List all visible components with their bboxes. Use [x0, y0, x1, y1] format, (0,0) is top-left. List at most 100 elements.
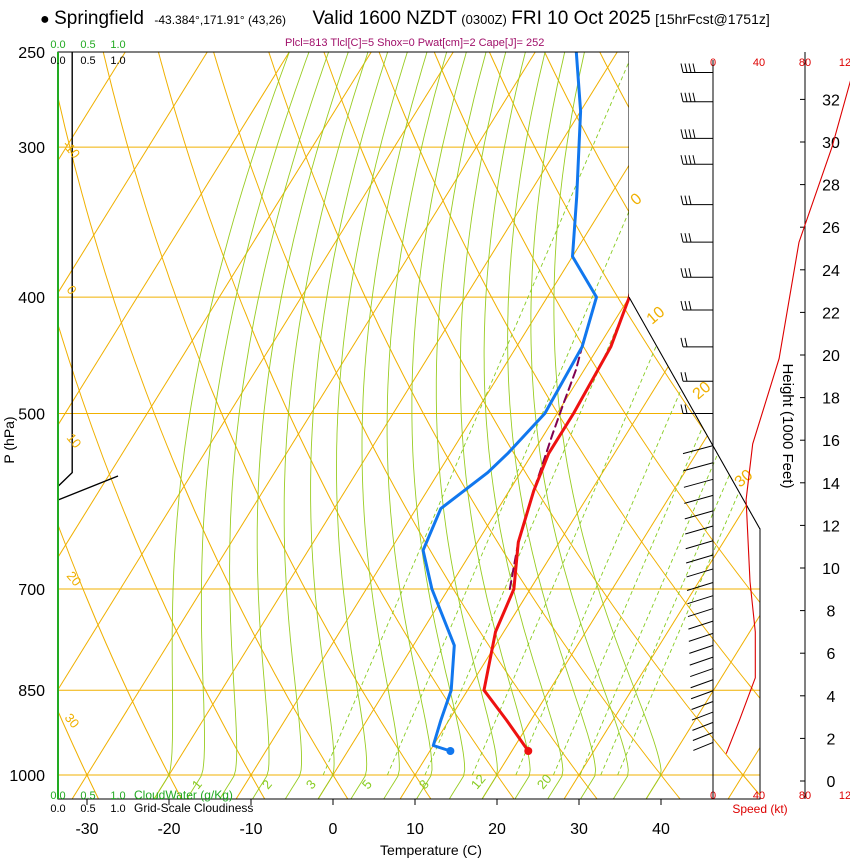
wind-barb: [686, 568, 714, 578]
height-tick-label: 8: [827, 604, 836, 621]
temperature-tick-label: -10: [239, 821, 262, 838]
wind-barb-flag: [684, 92, 688, 102]
dry-adiabat-line: [433, 52, 760, 604]
valid-date: FRI 10 Oct 2025: [511, 8, 651, 29]
wind-barb: [684, 494, 714, 504]
wind-barb: [682, 445, 714, 455]
temperature-tick-label: 40: [652, 821, 670, 838]
dry-adiabat-line: [58, 95, 349, 799]
moist-adiabat-line: [483, 52, 564, 799]
sounding-parameters: Plcl=813 Tlcl[C]=5 Shox=0 Pwat[cm]=2 Cap…: [285, 37, 545, 49]
cloudiness-axis-title: Grid-Scale Cloudiness: [134, 801, 253, 815]
wind-barb-flag: [680, 129, 684, 139]
mixing-ratio-line: [386, 52, 698, 776]
forecast-info: [15hrFcst@1751z]: [655, 11, 770, 27]
temperature-tick-label: 0: [329, 821, 338, 838]
pressure-tick-label: 700: [18, 582, 45, 599]
dry-adiabat-label: -10: [60, 137, 84, 161]
wind-barb: [690, 668, 714, 678]
wind-barb: [692, 732, 714, 741]
wind-barb: [691, 701, 714, 710]
wind-barb: [691, 711, 714, 721]
dry-adiabat-label: 10: [64, 430, 85, 451]
height-tick-label: 10: [822, 561, 840, 578]
mixing-ratio-line: [322, 52, 634, 776]
wind-barb-flag: [692, 63, 696, 73]
wind-barb-flag: [680, 195, 684, 205]
wind-barb-flag: [692, 92, 696, 102]
pressure-tick-label: 1000: [9, 768, 45, 785]
wind-barb-flag: [692, 155, 696, 165]
isotherm-line: [563, 482, 760, 799]
wind-barb-flag: [684, 63, 688, 73]
wind-barb-flag: [688, 233, 692, 243]
wind-barb: [685, 525, 714, 535]
wind-barb-flag: [684, 404, 688, 414]
cloudiness-bottom-tick: 1.0: [110, 803, 125, 815]
moist-adiabat-line: [459, 52, 531, 799]
cloudwater-bottom-tick: 0.0: [50, 790, 65, 802]
height-tick-label: 18: [822, 391, 840, 408]
pressure-axis-title: P (hPa): [1, 416, 17, 463]
speed-axis-title: Speed (kt): [732, 802, 787, 816]
wind-barb-flag: [680, 372, 684, 382]
moist-adiabat-line: [310, 52, 389, 799]
cloudwater-bottom-tick: 0.5: [80, 790, 95, 802]
wind-barb-flag: [688, 300, 692, 311]
wind-barb-flag: [680, 337, 684, 347]
wind-barb: [685, 540, 714, 550]
temperature-tick-label: -30: [75, 821, 98, 838]
cloudiness-bottom-tick: 0.0: [50, 803, 65, 815]
moist-adiabat-line: [386, 52, 448, 799]
wind-barb-flag: [684, 372, 688, 382]
moist-adiabat-line: [553, 52, 662, 799]
height-tick-label: 30: [822, 135, 840, 152]
wind-barb: [692, 721, 714, 731]
cloudwater-top-tick: 0.0: [50, 39, 65, 51]
wind-barb: [686, 581, 714, 591]
moist-adiabat-line: [435, 52, 498, 799]
pressure-tick-label: 850: [18, 683, 45, 700]
wind-barb-flag: [684, 337, 688, 347]
pressure-tick-label: 250: [18, 45, 45, 62]
surface-dewpoint-dot: [446, 746, 455, 755]
dry-adiabat-line: [544, 52, 760, 415]
wind-barb-flag: [680, 155, 684, 165]
dry-adiabat-line: [102, 52, 432, 799]
wind-barb-flag: [688, 63, 692, 73]
moist-adiabat-line: [186, 52, 310, 799]
moist-adiabat-line: [530, 52, 629, 799]
moist-adiabat-line: [411, 52, 467, 799]
moist-adiabat-line: [251, 52, 349, 799]
surface-temperature-dot: [524, 746, 533, 755]
height-tick-label: 24: [822, 263, 840, 280]
temperature-tick-label: 10: [406, 821, 424, 838]
wind-barb-flag: [688, 268, 692, 278]
wind-barb-flag: [680, 63, 684, 73]
speed-bottom-tick: 12: [839, 790, 850, 802]
mixing-ratio-label: 8: [416, 777, 432, 792]
mixing-ratio-line: [471, 102, 760, 776]
mixing-ratio-label: 20: [534, 771, 555, 792]
height-axis-title: Height (1000 Feet): [779, 363, 796, 488]
wind-barb: [688, 632, 714, 642]
dry-adiabat-line: [819, 50, 850, 800]
isotherm-line: [645, 614, 760, 799]
dry-adiabat-line: [764, 50, 850, 800]
height-tick-label: 26: [822, 220, 840, 237]
temperature-tick-label: 30: [570, 821, 588, 838]
wind-barb-flag: [680, 404, 684, 414]
wind-barb: [690, 690, 714, 700]
dry-adiabat-line: [268, 52, 681, 799]
dry-adiabat-line: [157, 52, 515, 799]
pressure-tick-label: 300: [18, 140, 45, 157]
height-tick-label: 28: [822, 178, 840, 195]
station-coords: -43.384°,171.91° (43,26): [154, 13, 287, 27]
moist-adiabat-line: [361, 52, 428, 799]
mixing-ratio-label: 2: [259, 777, 275, 792]
cloudwater-axis-title: CloudWater (g/Kg): [134, 788, 233, 802]
cloudiness-top-tick: 0.0: [50, 55, 65, 67]
wind-barb-flag: [680, 300, 684, 311]
cloudiness-bottom-tick: 0.5: [80, 803, 95, 815]
